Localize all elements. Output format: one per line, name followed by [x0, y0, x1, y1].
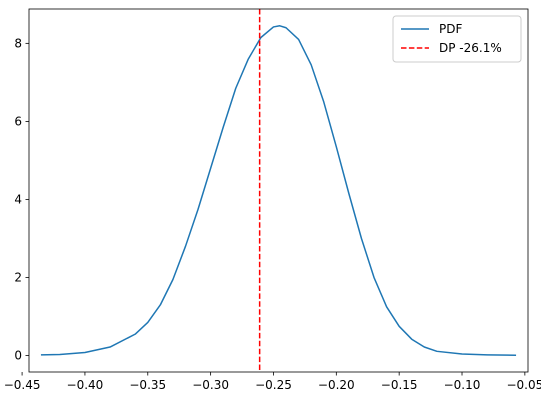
y-tick-label: 6	[14, 114, 22, 128]
plot-frame	[28, 8, 529, 373]
x-tick-label: −0.20	[318, 378, 355, 392]
plot-area	[28, 8, 529, 373]
legend-box	[392, 15, 522, 63]
x-tick-label: −0.35	[129, 378, 166, 392]
series-line-0	[40, 25, 517, 356]
legend-label-0: PDF	[439, 22, 462, 36]
x-tick-label: −0.40	[67, 378, 104, 392]
legend: PDF DP -26.1%	[392, 15, 522, 63]
x-tick-label: −0.10	[444, 378, 481, 392]
x-tick-label: −0.25	[255, 378, 292, 392]
y-tick-label: 8	[14, 36, 22, 50]
y-tick-label: 2	[14, 271, 22, 285]
x-axis: −0.45 −0.40 −0.35 −0.30 −0.25 −0.20 −0.15 −0.10…	[4, 372, 541, 392]
y-axis: 0 2 4 6 8	[14, 36, 29, 363]
y-tick-label: 4	[14, 192, 22, 206]
x-tick-label: −0.45	[4, 378, 41, 392]
legend-label-1: DP -26.1%	[439, 41, 502, 55]
y-tick-label: 0	[14, 349, 22, 363]
x-tick-label: −0.15	[381, 378, 418, 392]
x-tick-label: −0.05	[506, 378, 541, 392]
x-tick-label: −0.30	[192, 378, 229, 392]
